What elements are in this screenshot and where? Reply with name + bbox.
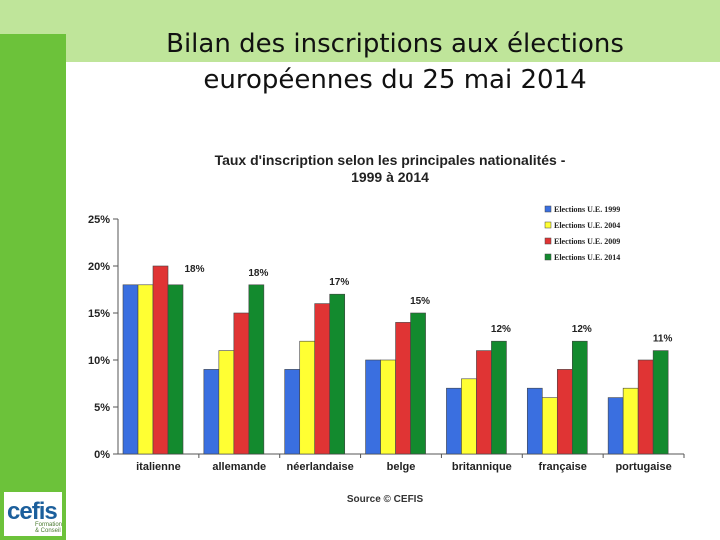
bar <box>395 322 411 455</box>
legend-label: Elections U.E. 2004 <box>554 221 620 230</box>
bar <box>122 284 139 455</box>
bar <box>461 378 477 455</box>
bar <box>314 303 331 455</box>
bar <box>233 312 250 455</box>
y-tick-label: 20% <box>88 261 110 273</box>
data-label: 12% <box>572 324 592 335</box>
data-label: 17% <box>329 277 349 288</box>
bar <box>248 284 265 455</box>
data-label: 18% <box>184 264 204 275</box>
slide-title: Bilan des inscriptions aux élections eur… <box>70 26 720 98</box>
bar <box>137 284 154 455</box>
chart-title-line1: Taux d'inscription selon les principales… <box>214 152 566 168</box>
logo-subtext: Formation & Conseil <box>35 522 63 534</box>
bar <box>284 369 301 455</box>
chart-title-line2: 1999 à 2014 <box>351 169 429 185</box>
legend-swatch <box>544 221 552 229</box>
bar <box>365 359 381 455</box>
y-tick-label: 10% <box>88 355 110 367</box>
x-tick-label: allemande <box>212 461 266 473</box>
logo-text: cefis <box>7 498 58 525</box>
x-tick-label: française <box>539 461 587 473</box>
bar <box>622 387 639 455</box>
legend-label: Elections U.E. 2009 <box>554 237 620 246</box>
chart-source: Source © CEFIS <box>346 494 424 505</box>
bar <box>218 350 235 455</box>
data-label: 12% <box>491 324 511 335</box>
x-tick-label: belge <box>387 461 416 473</box>
y-tick-label: 25% <box>88 214 110 226</box>
bar <box>556 369 573 455</box>
y-tick-label: 5% <box>94 402 110 414</box>
bar <box>446 387 462 455</box>
bar <box>410 312 426 455</box>
slide-title-line2: européennes du 25 mai 2014 <box>203 65 587 95</box>
bar <box>571 340 588 455</box>
x-tick-label: italienne <box>136 461 181 473</box>
bar <box>152 265 169 455</box>
bar <box>203 369 220 455</box>
data-label: 18% <box>248 268 268 279</box>
side-accent-bar <box>0 34 66 540</box>
chart-title: Taux d'inscription selon les principales… <box>130 152 650 186</box>
x-tick-label: néerlandaise <box>287 461 354 473</box>
bar <box>299 340 316 455</box>
slide-title-line1: Bilan des inscriptions aux élections <box>166 29 624 59</box>
legend-swatch <box>544 237 552 245</box>
bar <box>329 293 346 455</box>
y-tick-label: 0% <box>94 449 110 461</box>
legend-swatch <box>544 253 552 261</box>
y-tick-label: 15% <box>88 308 110 320</box>
bar-chart: 0% 5% 10% 15% 20% 25% 18% italienne 18% allemande… <box>88 205 685 473</box>
legend-swatch <box>544 205 552 213</box>
legend-label: Elections U.E. 2014 <box>554 253 620 262</box>
bar <box>476 350 492 455</box>
bar <box>167 284 184 455</box>
data-label: 15% <box>410 296 430 307</box>
bar <box>491 340 507 455</box>
bar <box>652 350 669 455</box>
x-tick-label: britannique <box>452 461 512 473</box>
bar <box>607 397 624 455</box>
header-band <box>0 0 720 62</box>
data-label: 11% <box>653 334 673 345</box>
bar <box>541 397 558 455</box>
bar <box>526 387 543 455</box>
cefis-logo: cefis Formation & Conseil <box>4 492 62 536</box>
bar <box>637 359 654 455</box>
legend-label: Elections U.E. 1999 <box>554 205 620 214</box>
x-tick-label: portugaise <box>615 461 671 473</box>
bar <box>380 359 396 455</box>
